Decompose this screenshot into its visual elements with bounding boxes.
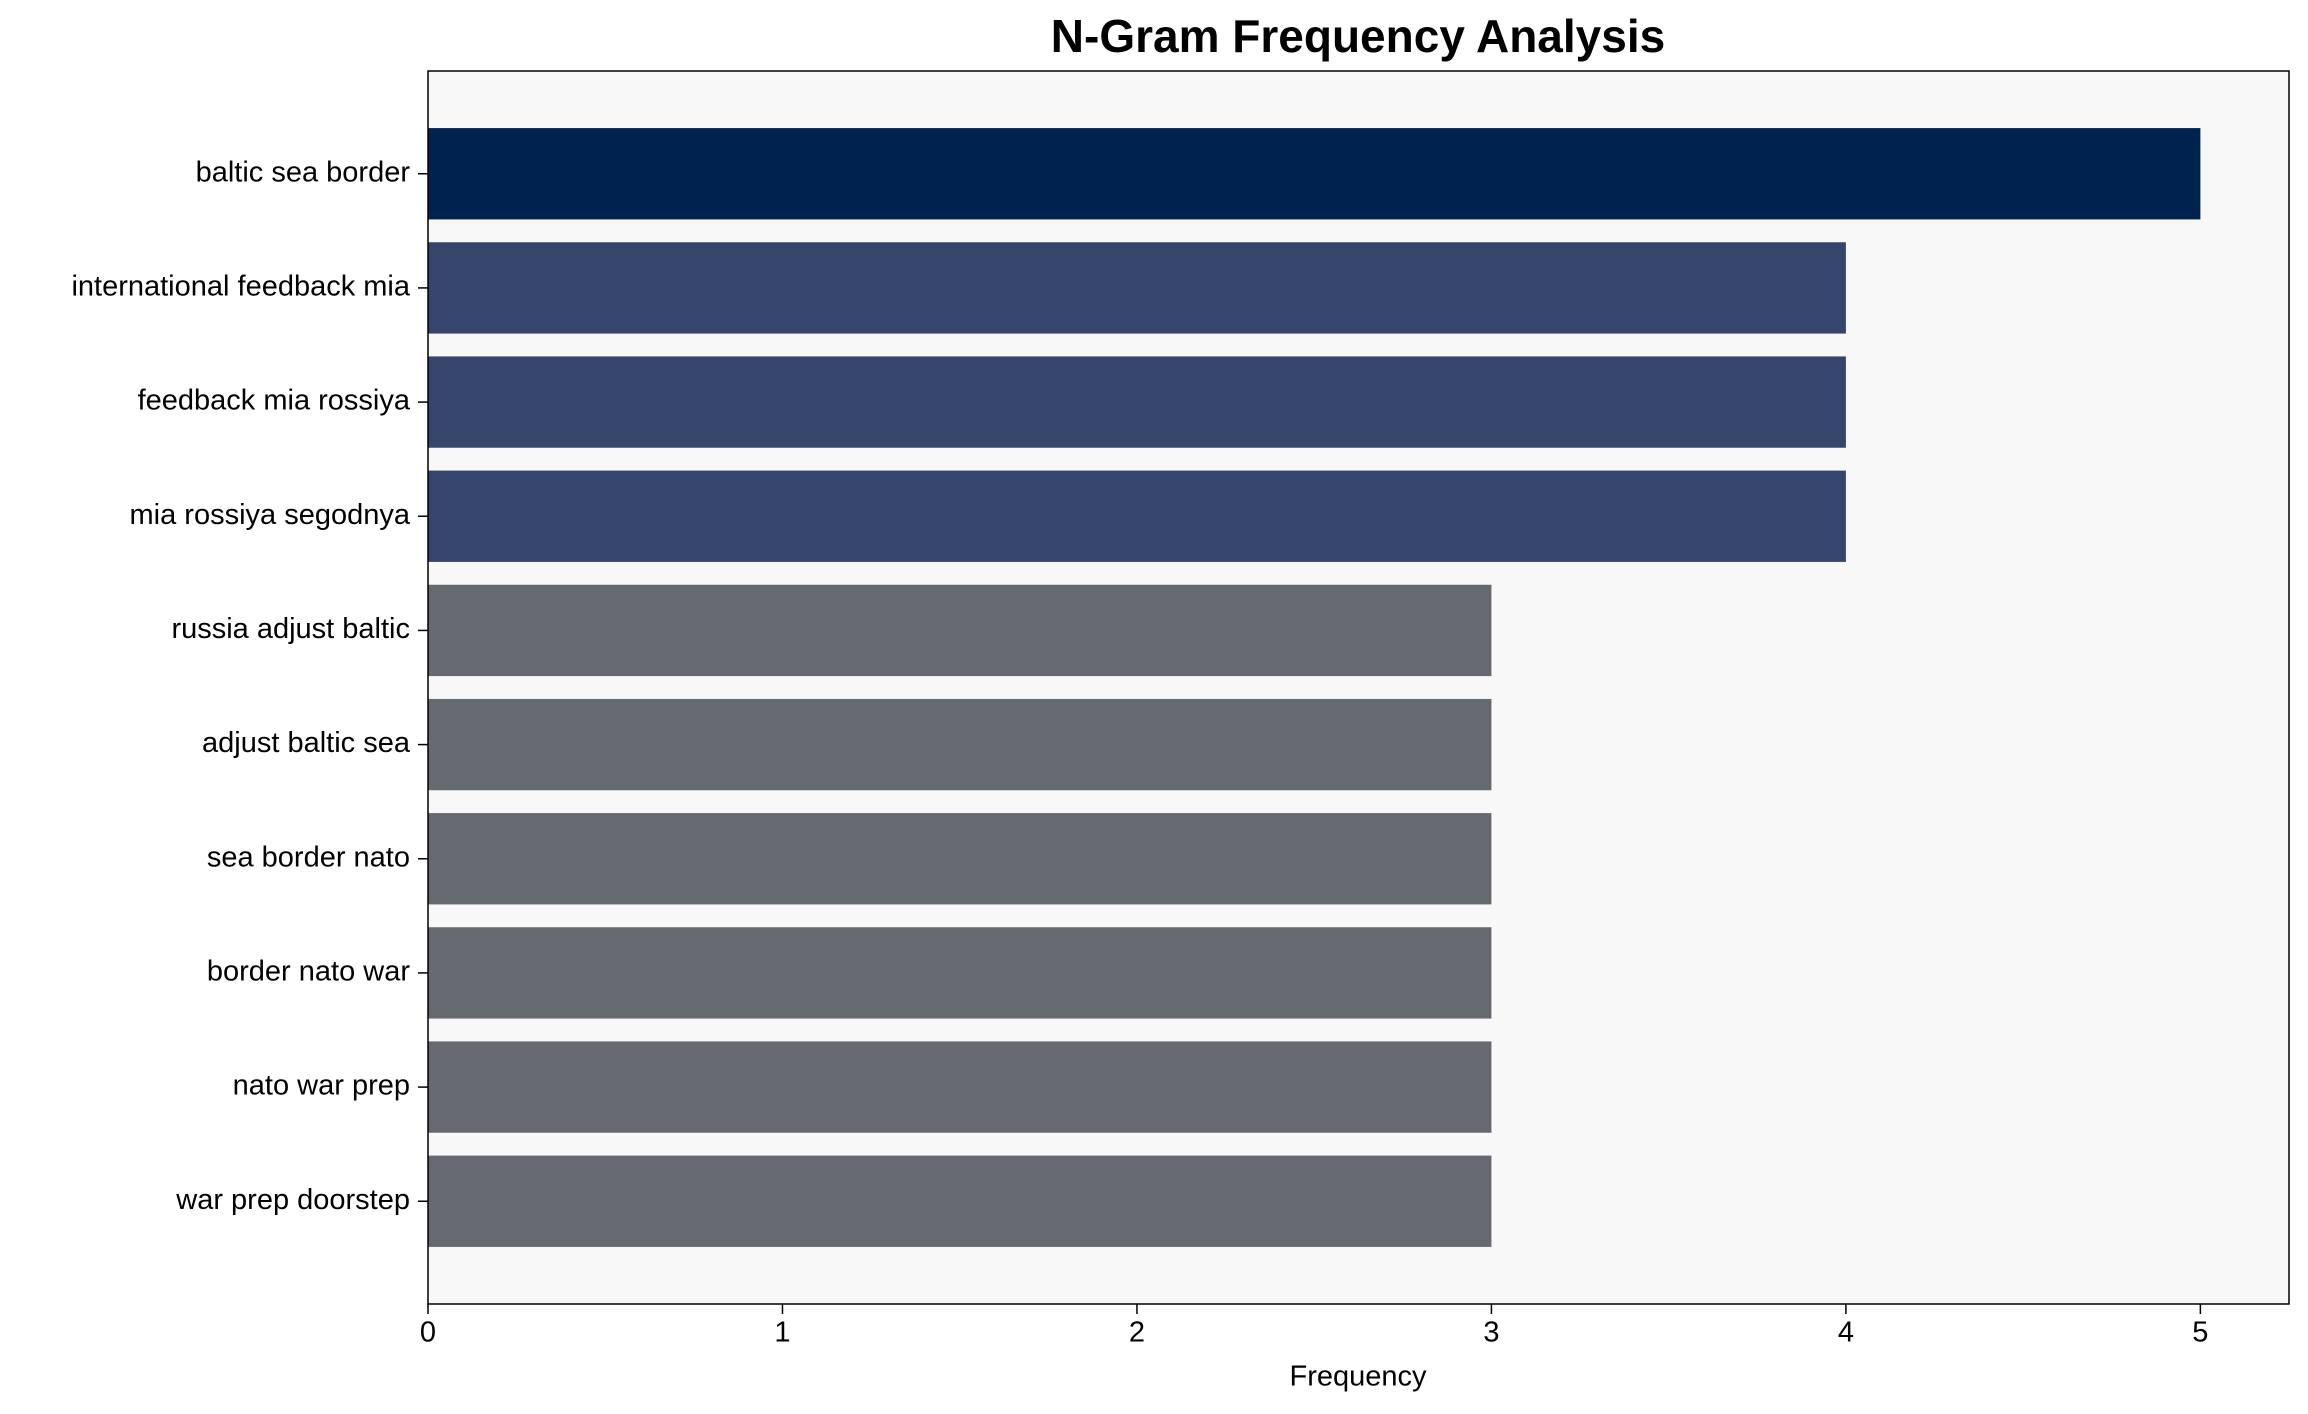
x-tick-label: 4 <box>1838 1317 1854 1349</box>
bar <box>428 1155 1492 1247</box>
bar <box>428 470 1846 562</box>
y-tick-label: border nato war <box>207 956 410 988</box>
y-tick-label: nato war prep <box>233 1070 410 1102</box>
y-tick-label: sea border nato <box>207 841 410 873</box>
plot-frame <box>427 70 2290 1305</box>
y-tick-label: russia adjust baltic <box>171 613 410 645</box>
bar <box>428 698 1492 791</box>
x-tick-label: 5 <box>2192 1317 2208 1349</box>
y-tick-label: baltic sea border <box>196 156 411 188</box>
bar <box>428 128 2201 220</box>
y-tick-label: mia rossiya segodnya <box>130 499 411 531</box>
x-tick-label: 2 <box>1129 1317 1145 1349</box>
bar <box>428 584 1492 677</box>
bar <box>428 242 1846 334</box>
bar <box>428 927 1492 1019</box>
y-tick-label: adjust baltic sea <box>202 727 411 759</box>
bar <box>428 1041 1492 1133</box>
bar <box>428 356 1846 448</box>
y-tick-label: feedback mia rossiya <box>138 385 411 417</box>
y-tick-label: international feedback mia <box>71 271 410 303</box>
x-tick-label: 1 <box>774 1317 790 1349</box>
y-tick-label: war prep doorstep <box>175 1184 410 1216</box>
x-tick-label: 3 <box>1483 1317 1499 1349</box>
x-tick-label: 0 <box>420 1317 436 1349</box>
chart-title: N-Gram Frequency Analysis <box>1051 10 1665 62</box>
bar <box>428 813 1492 905</box>
x-axis-label: Frequency <box>1289 1361 1427 1393</box>
